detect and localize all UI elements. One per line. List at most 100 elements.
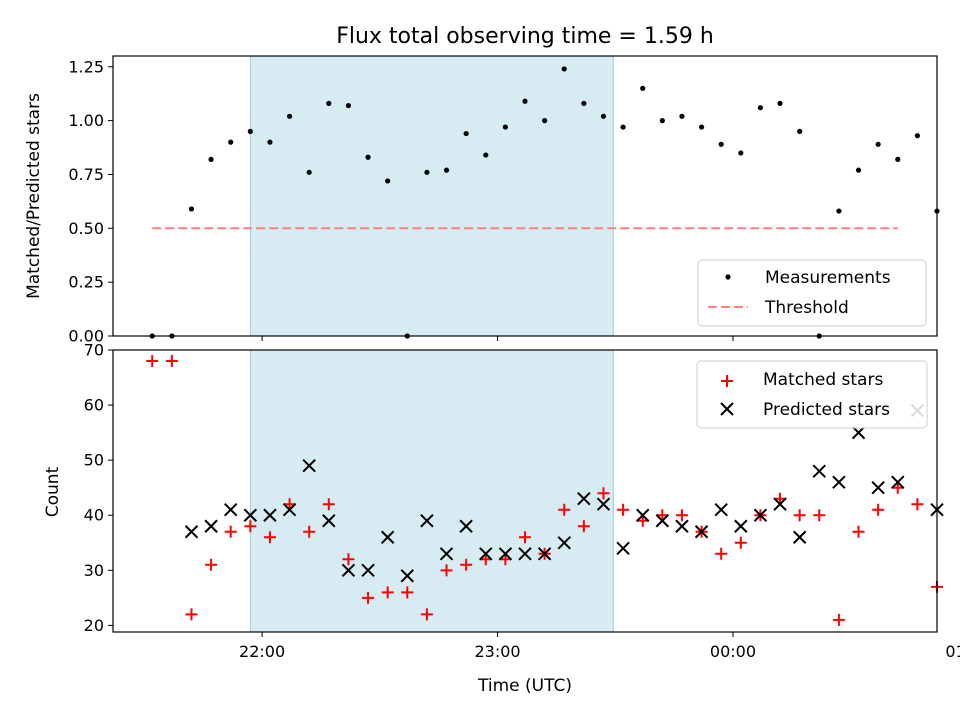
measurement-point [188, 206, 195, 212]
matched-star-marker [146, 355, 159, 368]
predicted-star-marker [812, 464, 826, 478]
matched-star-marker [283, 498, 296, 511]
measurement-point [306, 169, 312, 175]
predicted-star-marker [263, 508, 277, 522]
matched-star-marker [362, 591, 375, 604]
predicted-star-marker [773, 497, 787, 511]
predicted-star-marker [400, 569, 414, 583]
legend-threshold-label: Threshold [764, 298, 849, 318]
legend-measurements-label: Measurements [765, 268, 891, 288]
top-axes-frame [112, 55, 938, 337]
predicted-star-marker [871, 480, 885, 495]
predicted-star-marker [891, 475, 905, 489]
predicted-star-marker [557, 536, 571, 550]
matched-star-marker [381, 586, 394, 599]
predicted-star-marker [322, 514, 336, 528]
predicted-star-marker [184, 525, 199, 539]
top-title: Flux total observing time = 1.59 h [336, 24, 714, 49]
measurement-point [875, 141, 881, 147]
top-panel: 0.00 0.25 0.50 0.75 1.00 1.25 Flux total obse… [24, 24, 940, 346]
top-y-tick-label: 1.00 [68, 111, 104, 130]
measurement-point [424, 169, 430, 175]
bottom-y-tick-label: 20 [84, 616, 104, 635]
measurement-point [247, 128, 253, 134]
bottom-y-tick-label: 40 [84, 506, 104, 525]
matched-star-marker [656, 509, 669, 522]
legend-predicted-marker [720, 402, 734, 416]
matched-stars-points [146, 355, 943, 626]
predicted-star-marker [694, 525, 709, 539]
predicted-star-marker [537, 547, 552, 561]
measurement-point [286, 113, 293, 119]
matched-star-marker [165, 355, 178, 368]
measurement-point [443, 167, 450, 173]
measurement-point [698, 124, 705, 130]
predicted-star-marker [577, 492, 591, 506]
bottom-y-tick-label: 60 [84, 396, 104, 415]
measurement-point [208, 156, 214, 162]
measurement-point [895, 156, 901, 162]
bottom-x-tick-label: 23:00 [474, 642, 520, 661]
measurement-point [757, 105, 764, 111]
measurement-point [797, 128, 803, 134]
matched-star-marker [852, 525, 865, 538]
measurement-point [777, 100, 783, 106]
predicted-star-marker [498, 547, 513, 561]
measurement-point [326, 100, 332, 106]
measurement-point [228, 139, 234, 145]
top-y-tick-label: 0.50 [68, 219, 104, 238]
matched-star-marker [832, 613, 845, 626]
predicted-star-marker [734, 519, 748, 533]
measurement-point [640, 85, 646, 91]
predicted-star-marker [282, 503, 297, 517]
top-y-ticks: 0.00 0.25 0.50 0.75 1.00 1.25 [68, 57, 113, 346]
legend-predicted-label: Predicted stars [763, 400, 890, 420]
matched-star-marker [224, 525, 237, 538]
top-x-ticks [261, 336, 734, 341]
matched-star-marker [479, 553, 492, 566]
matched-star-marker [715, 547, 728, 560]
matched-star-marker [577, 520, 590, 533]
top-y-tick-label: 0.25 [68, 273, 104, 292]
measurement-point [738, 150, 744, 156]
predicted-star-marker [518, 547, 532, 561]
matched-star-marker [911, 498, 924, 511]
measurement-points [149, 66, 940, 339]
matched-star-marker [263, 531, 276, 544]
matched-star-marker [734, 536, 747, 549]
bottom-y-axis-label: Count [43, 466, 63, 517]
measurement-point [522, 98, 528, 104]
top-y-tick-label: 0.75 [68, 165, 104, 184]
matched-star-marker [617, 503, 630, 516]
measurement-point [914, 133, 920, 139]
predicted-star-marker [420, 514, 434, 528]
bottom-x-tick-label: 22:00 [239, 642, 285, 661]
predicted-star-marker [380, 530, 395, 544]
legend-matched-marker [721, 375, 733, 387]
predicted-star-marker [243, 508, 258, 522]
bottom-x-tick-label: 01:00 [945, 642, 960, 661]
matched-star-marker [185, 608, 198, 621]
bottom-axes-frame [112, 349, 938, 633]
bottom-y-ticks: 20 30 40 50 60 70 [84, 341, 113, 635]
matched-star-marker [401, 586, 414, 599]
matched-star-marker [558, 503, 571, 516]
top-y-axis-label: Matched/Predicted stars [24, 93, 44, 299]
measurement-point [855, 167, 862, 173]
measurement-point [679, 113, 685, 119]
matched-star-marker [793, 509, 806, 522]
matched-star-marker [244, 520, 257, 533]
measurement-point [267, 139, 273, 145]
matched-star-marker [872, 503, 885, 516]
matched-star-marker [499, 553, 512, 566]
legend-matched-label: Matched stars [763, 370, 883, 390]
matched-star-marker [440, 564, 453, 577]
bottom-y-tick-label: 30 [84, 561, 104, 580]
top-legend-box [697, 259, 927, 327]
matched-star-marker [675, 509, 688, 522]
bottom-legend: Matched stars Predicted stars [696, 360, 928, 429]
top-y-tick-label: 1.25 [68, 57, 104, 76]
measurement-point [542, 118, 548, 124]
measurement-point [659, 118, 665, 124]
